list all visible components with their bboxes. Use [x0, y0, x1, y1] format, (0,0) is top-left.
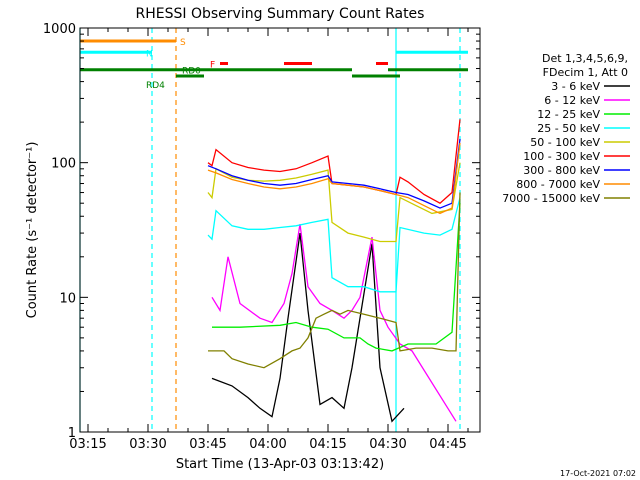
plot-frame	[79, 27, 481, 433]
legend-header-line: FDecim 1, Att 0	[543, 66, 628, 79]
x-axis: 03:15 03:30 03:45 04:00 04:15 04:30 04:45	[69, 28, 469, 452]
y-axis-label: Count Rate (s⁻¹ detector⁻¹)	[25, 142, 40, 319]
series-line-7000-15000-kev	[208, 192, 461, 369]
series-line-25-50-kev	[207, 197, 461, 293]
x-tick-label: 03:30	[129, 437, 166, 452]
series-line-6-12-kev	[211, 223, 457, 422]
series-line-800-7000-kev	[207, 142, 461, 215]
state-bars: S N F RD0 RD4	[80, 38, 468, 91]
legend-label-25-50-kev: 25 - 50 keV	[537, 122, 600, 135]
state-bar-label-n: N	[146, 49, 153, 59]
series-line-3-6-kev	[211, 233, 405, 423]
series-line-300-800-kev	[207, 138, 461, 209]
series-line-50-100-kev	[207, 162, 461, 243]
legend-label-12-25-kev: 12 - 25 keV	[537, 108, 600, 121]
y-tick-label: 1000	[43, 22, 76, 37]
y-tick-label: 10	[59, 291, 76, 306]
legend-label-800-7000-kev: 800 - 7000 keV	[516, 178, 600, 191]
series-lines	[207, 119, 461, 423]
x-tick-label: 03:15	[69, 437, 106, 452]
chart-title: RHESSI Observing Summary Count Rates	[136, 6, 425, 22]
x-axis-label: Start Time (13-Apr-03 03:13:42)	[176, 457, 384, 472]
legend-header-line: Det 1,3,4,5,6,9,	[542, 52, 628, 65]
y-tick-label: 1	[68, 426, 76, 441]
legend-label-3-6-kev: 3 - 6 keV	[551, 80, 600, 93]
state-bar-label-rd0: RD0	[182, 67, 201, 77]
x-tick-label: 04:30	[369, 437, 406, 452]
legend-label-7000-15000-kev: 7000 - 15000 keV	[502, 192, 600, 205]
y-axis: 1 10 100 1000	[43, 22, 480, 441]
x-tick-label: 04:45	[429, 437, 466, 452]
x-tick-label: 03:45	[189, 437, 226, 452]
legend-label-50-100-kev: 50 - 100 keV	[530, 136, 600, 149]
timestamp: 17-Oct-2021 07:02	[560, 469, 636, 478]
x-tick-label: 04:15	[309, 437, 346, 452]
series-line-12-25-kev	[212, 203, 461, 352]
x-tick-label: 04:00	[249, 437, 286, 452]
state-bar-label-s: S	[180, 38, 186, 48]
state-bar-label-rd4: RD4	[146, 81, 165, 91]
state-bar-label-f: F	[210, 60, 215, 70]
legend: Det 1,3,4,5,6,9,FDecim 1, Att 03 - 6 keV…	[502, 52, 630, 205]
y-tick-label: 100	[51, 157, 76, 172]
legend-label-300-800-kev: 300 - 800 keV	[523, 164, 600, 177]
legend-label-100-300-kev: 100 - 300 keV	[523, 150, 600, 163]
legend-label-6-12-kev: 6 - 12 keV	[544, 94, 600, 107]
